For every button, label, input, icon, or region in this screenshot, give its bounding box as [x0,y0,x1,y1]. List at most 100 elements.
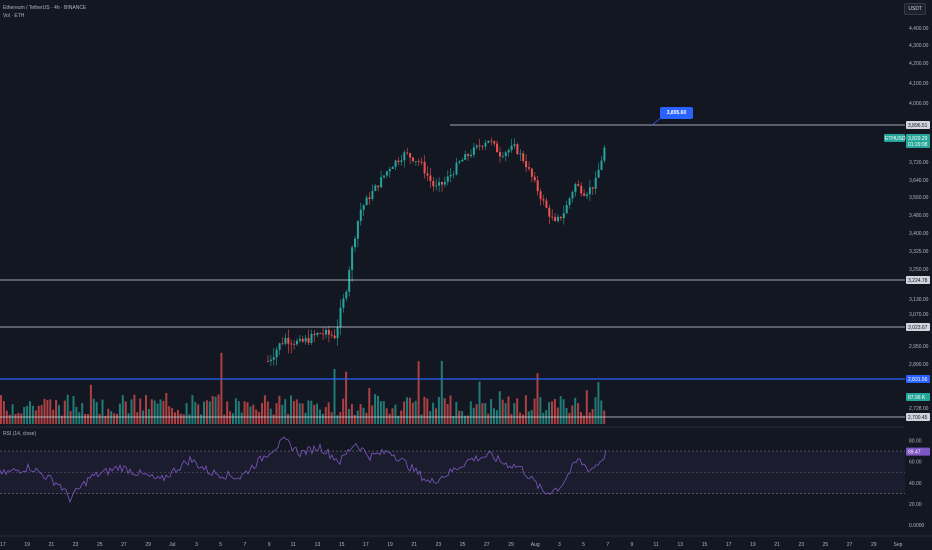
rsi-title: RSI (14, close) [3,431,36,437]
volume-bar [379,401,382,424]
candle [441,181,443,192]
time-tick-label: 19 [387,542,393,548]
price-callout[interactable]: 3,895.60 [660,107,693,119]
horizontal-levels[interactable] [0,124,905,418]
symbol-badge: ETHUSDT [885,136,909,142]
candle [522,150,525,164]
candle [269,355,272,367]
volume-bar [551,401,553,424]
volume-bar [591,409,594,424]
volume-bar [75,406,78,424]
price-tick-label: 2,890.00 [909,362,929,368]
candle [525,154,528,173]
volume-bar [469,401,472,424]
candle [472,142,475,158]
volume-bar [307,400,310,424]
volume-bar [597,382,600,424]
volume-legend[interactable]: Vol · ETH [3,13,25,19]
volume-bar [472,407,475,424]
candle [383,175,385,180]
candle [591,187,594,195]
volume-bar [121,395,124,424]
candle [325,326,327,339]
candle [293,340,296,350]
candle [429,167,432,188]
volume-bar [365,412,368,424]
volume-bar [174,412,176,424]
price-axis[interactable]: 4,400.00 4,300.00 4,200.00 4,100.00 4,000.00… [884,26,930,529]
candle [443,176,446,188]
volume-bar [261,402,263,424]
volume-bar [336,415,339,424]
volume-bar [150,399,153,424]
volume-bar [188,414,191,424]
time-tick-label: 3 [558,542,561,548]
volume-bar [78,412,81,424]
time-tick-label: 5 [219,542,222,548]
time-tick-label: 27 [847,542,853,548]
volume-bar [217,394,220,424]
candle [290,339,293,354]
candle [359,202,362,226]
candle [348,266,351,297]
volume-bar [17,412,20,424]
volume-bar [127,413,130,424]
time-tick-label: 23 [436,542,442,548]
volume-bar [101,399,104,424]
volume-bar [356,410,359,424]
volume-bar [397,415,400,424]
volume-bar [290,395,292,424]
countdown-label: 01:29:08 [908,142,928,148]
volume-bar [116,413,118,424]
candle [588,180,591,201]
currency-button[interactable]: USDT [904,3,926,15]
volume-bar [437,396,440,424]
volume-bar [147,409,150,424]
candle [435,178,438,191]
volume-bar [382,401,385,424]
price-tick-label: 2,728.00 [909,406,929,412]
time-tick-label: 27 [484,542,490,548]
candle [281,337,284,346]
volume-bar [330,412,333,424]
time-tick-label: 7 [244,542,247,548]
rsi-tick-label: 20.00 [909,502,922,508]
candle [548,204,551,224]
rsi-value-bg [906,447,930,456]
candle [310,329,313,346]
volume-bar [522,414,524,424]
candle [510,138,513,153]
volume-bar [240,412,243,424]
candle [400,154,403,166]
volume-bar [559,396,562,424]
volume-bar [168,406,171,424]
volume-bar [475,404,478,424]
volume-bar [185,403,188,424]
candle [391,165,394,169]
volume-bar [84,413,87,424]
volume-bar [89,384,92,424]
symbol-title[interactable]: Ethereum / TetherUS · 4h · BINANCE [3,5,87,11]
candle [562,205,565,225]
time-tick-label: 25 [97,542,103,548]
candle [481,145,484,150]
volume-bar [11,404,14,424]
time-axis[interactable]: 17 19 21 23 25 27 29 Jul 3 5 7 9 11 13 15 17 19 21 23 25 27 2… [0,535,932,548]
volume-bar [252,404,255,424]
price-tick-label: 3,250.00 [909,267,929,273]
volume-bar [385,408,388,424]
time-tick-label: 25 [823,542,829,548]
volume-bar [113,413,116,424]
volume-bar [487,413,490,424]
time-tick-label: 5 [582,542,585,548]
current-price-bg [906,134,930,148]
level-2831-label: 2,831.56 [908,377,928,383]
candle [530,167,533,183]
candle [496,140,499,153]
volume-bar [582,415,585,424]
price-tick-label: 3,640.00 [909,178,929,184]
candle [487,140,490,144]
time-tick-label: Sep [894,542,903,548]
volume-bar [263,395,266,424]
